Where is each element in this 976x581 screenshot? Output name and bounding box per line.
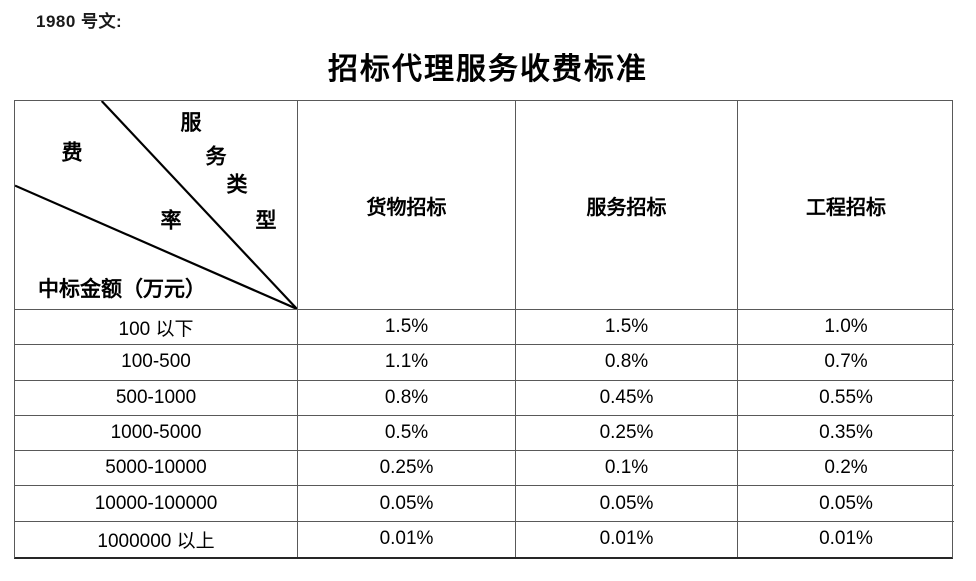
corner-char-fee: 费 bbox=[61, 140, 83, 165]
rate-cell: 0.25% bbox=[298, 451, 516, 487]
range-cell: 100 以下 bbox=[15, 310, 298, 346]
range-cell: 500-1000 bbox=[15, 380, 298, 416]
rate-cell: 0.55% bbox=[738, 381, 954, 416]
diagonal-divider-lines bbox=[15, 101, 297, 309]
fee-table: 费 服 务 类 型 率 中标金额（万元） 货物招标 服务招标 工程招标 100 … bbox=[14, 100, 954, 559]
rate-cell: 0.05% bbox=[738, 486, 954, 522]
rate-cell: 0.8% bbox=[298, 380, 516, 416]
corner-char-rate: 率 bbox=[160, 208, 182, 233]
col-header-services: 服务招标 bbox=[516, 101, 738, 310]
rate-cell: 0.45% bbox=[516, 380, 738, 416]
range-cell: 1000000 以上 bbox=[15, 521, 298, 557]
corner-char-wu: 务 bbox=[205, 144, 227, 169]
page-title: 招标代理服务收费标准 bbox=[328, 53, 648, 86]
rate-cell: 0.2% bbox=[738, 451, 954, 487]
rate-cell: 0.35% bbox=[738, 416, 954, 452]
rate-cell: 1.0% bbox=[738, 310, 954, 346]
col-header-works: 工程招标 bbox=[738, 101, 954, 310]
rate-cell: 0.7% bbox=[738, 345, 954, 381]
col-header-goods: 货物招标 bbox=[298, 101, 516, 310]
doc-number-label: 1980 号文: bbox=[36, 12, 123, 31]
rate-cell: 0.25% bbox=[516, 415, 738, 452]
rate-cell: 1.1% bbox=[298, 345, 516, 381]
rate-cell: 0.01% bbox=[298, 521, 516, 557]
rate-cell: 0.05% bbox=[516, 486, 738, 522]
range-cell: 10000-100000 bbox=[15, 486, 298, 522]
rate-cell: 0.05% bbox=[298, 486, 516, 522]
rate-cell: 0.8% bbox=[516, 345, 738, 381]
rate-cell: 0.1% bbox=[516, 451, 738, 487]
corner-char-service: 服 bbox=[180, 110, 202, 135]
rate-cell: 0.5% bbox=[298, 415, 516, 452]
range-cell: 1000-5000 bbox=[15, 415, 298, 452]
range-cell: 100-500 bbox=[15, 345, 298, 381]
row-axis-label: 中标金额（万元） bbox=[38, 277, 206, 301]
table-corner-cell: 费 服 务 类 型 率 中标金额（万元） bbox=[15, 101, 298, 310]
corner-char-lei: 类 bbox=[226, 172, 248, 197]
rate-cell: 0.01% bbox=[516, 521, 738, 557]
range-cell: 5000-10000 bbox=[15, 451, 298, 487]
rate-cell: 1.5% bbox=[298, 310, 516, 346]
rate-cell: 0.01% bbox=[819, 528, 873, 550]
corner-char-xing: 型 bbox=[255, 208, 277, 233]
rate-cell: 1.5% bbox=[516, 310, 738, 346]
